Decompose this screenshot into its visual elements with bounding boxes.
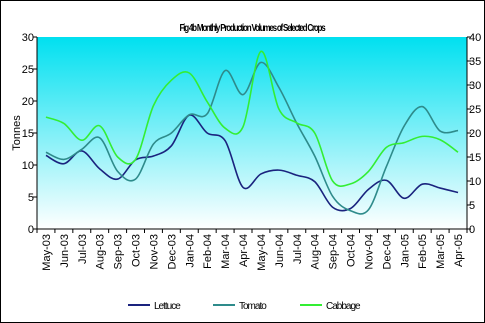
x-tick-label: Feb-05 <box>417 234 429 269</box>
y2-tick-label: 10 <box>469 176 481 188</box>
x-tick-label: Dec-04 <box>381 234 393 269</box>
x-tick-label: Jan-04 <box>184 234 196 268</box>
x-tick-label: Jul-03 <box>77 234 89 264</box>
x-tick-label: Mar-05 <box>435 234 447 269</box>
y2-tick-label: 40 <box>469 32 481 44</box>
x-tick-label: Oct-03 <box>131 234 143 267</box>
y2-tick-label: 15 <box>469 152 481 164</box>
y-tick-label: 25 <box>22 64 34 76</box>
x-tick-label: Sep-04 <box>328 234 340 269</box>
legend-label-cabbage: Cabbage <box>326 301 361 312</box>
axes <box>33 36 471 233</box>
x-tick-label: Aug-04 <box>310 234 322 269</box>
x-tick-label: Mar-04 <box>220 234 232 269</box>
y-tick-label: 0 <box>28 224 34 236</box>
y2-tick-label: 25 <box>469 104 481 116</box>
legend-label-lettuce: Lettuce <box>154 301 181 312</box>
y2-tick-label: 20 <box>469 128 481 140</box>
x-tick-label: Sep-03 <box>113 234 125 269</box>
x-tick-label: Jan-05 <box>399 234 411 268</box>
y2-tick-label: 35 <box>469 56 481 68</box>
x-tick-label: Dec-03 <box>166 234 178 269</box>
plot-area <box>37 37 467 229</box>
y2-tick-label: 5 <box>469 200 475 212</box>
tick-labels: 0 5 10 15 20 25 30 0 5 10 15 20 25 30 35 40 May-03 Jun-03… <box>22 32 482 271</box>
x-tick-label: May-04 <box>256 234 268 271</box>
x-tick-label: Aug-03 <box>95 234 107 269</box>
y-tick-label: 10 <box>22 160 34 172</box>
x-tick-label: Oct-04 <box>346 234 358 267</box>
y-tick-label: 5 <box>28 192 34 204</box>
y2-tick-label: 0 <box>469 224 475 236</box>
x-tick-label: Feb-04 <box>202 234 214 269</box>
y-tick-label: 30 <box>22 32 34 44</box>
y2-tick-label: 30 <box>469 80 481 92</box>
chart-title: Fig 4b Monthly Production Volumes of Sel… <box>180 23 327 34</box>
legend: Lettuce Tomato Cabbage <box>128 301 362 312</box>
y-axis-title: Tonnes <box>11 115 23 151</box>
legend-label-tomato: Tomato <box>239 301 267 312</box>
x-tick-label: Nov-04 <box>363 234 375 269</box>
x-tick-label: Apr-05 <box>453 234 465 267</box>
x-tick-label: Apr-04 <box>238 234 250 267</box>
x-tick-label: Jun-03 <box>59 234 71 268</box>
x-tick-label: Nov-03 <box>148 234 160 269</box>
x-tick-label: Jun-04 <box>274 234 286 268</box>
x-tick-label: May-03 <box>41 234 53 271</box>
series-line-tomato <box>45 61 459 215</box>
x-tick-label: Jul-04 <box>292 234 304 264</box>
series-line-lettuce <box>45 114 459 212</box>
y-tick-label: 15 <box>22 128 34 140</box>
series-line-cabbage <box>45 50 459 188</box>
series-lines <box>45 50 459 215</box>
y-tick-label: 20 <box>22 96 34 108</box>
